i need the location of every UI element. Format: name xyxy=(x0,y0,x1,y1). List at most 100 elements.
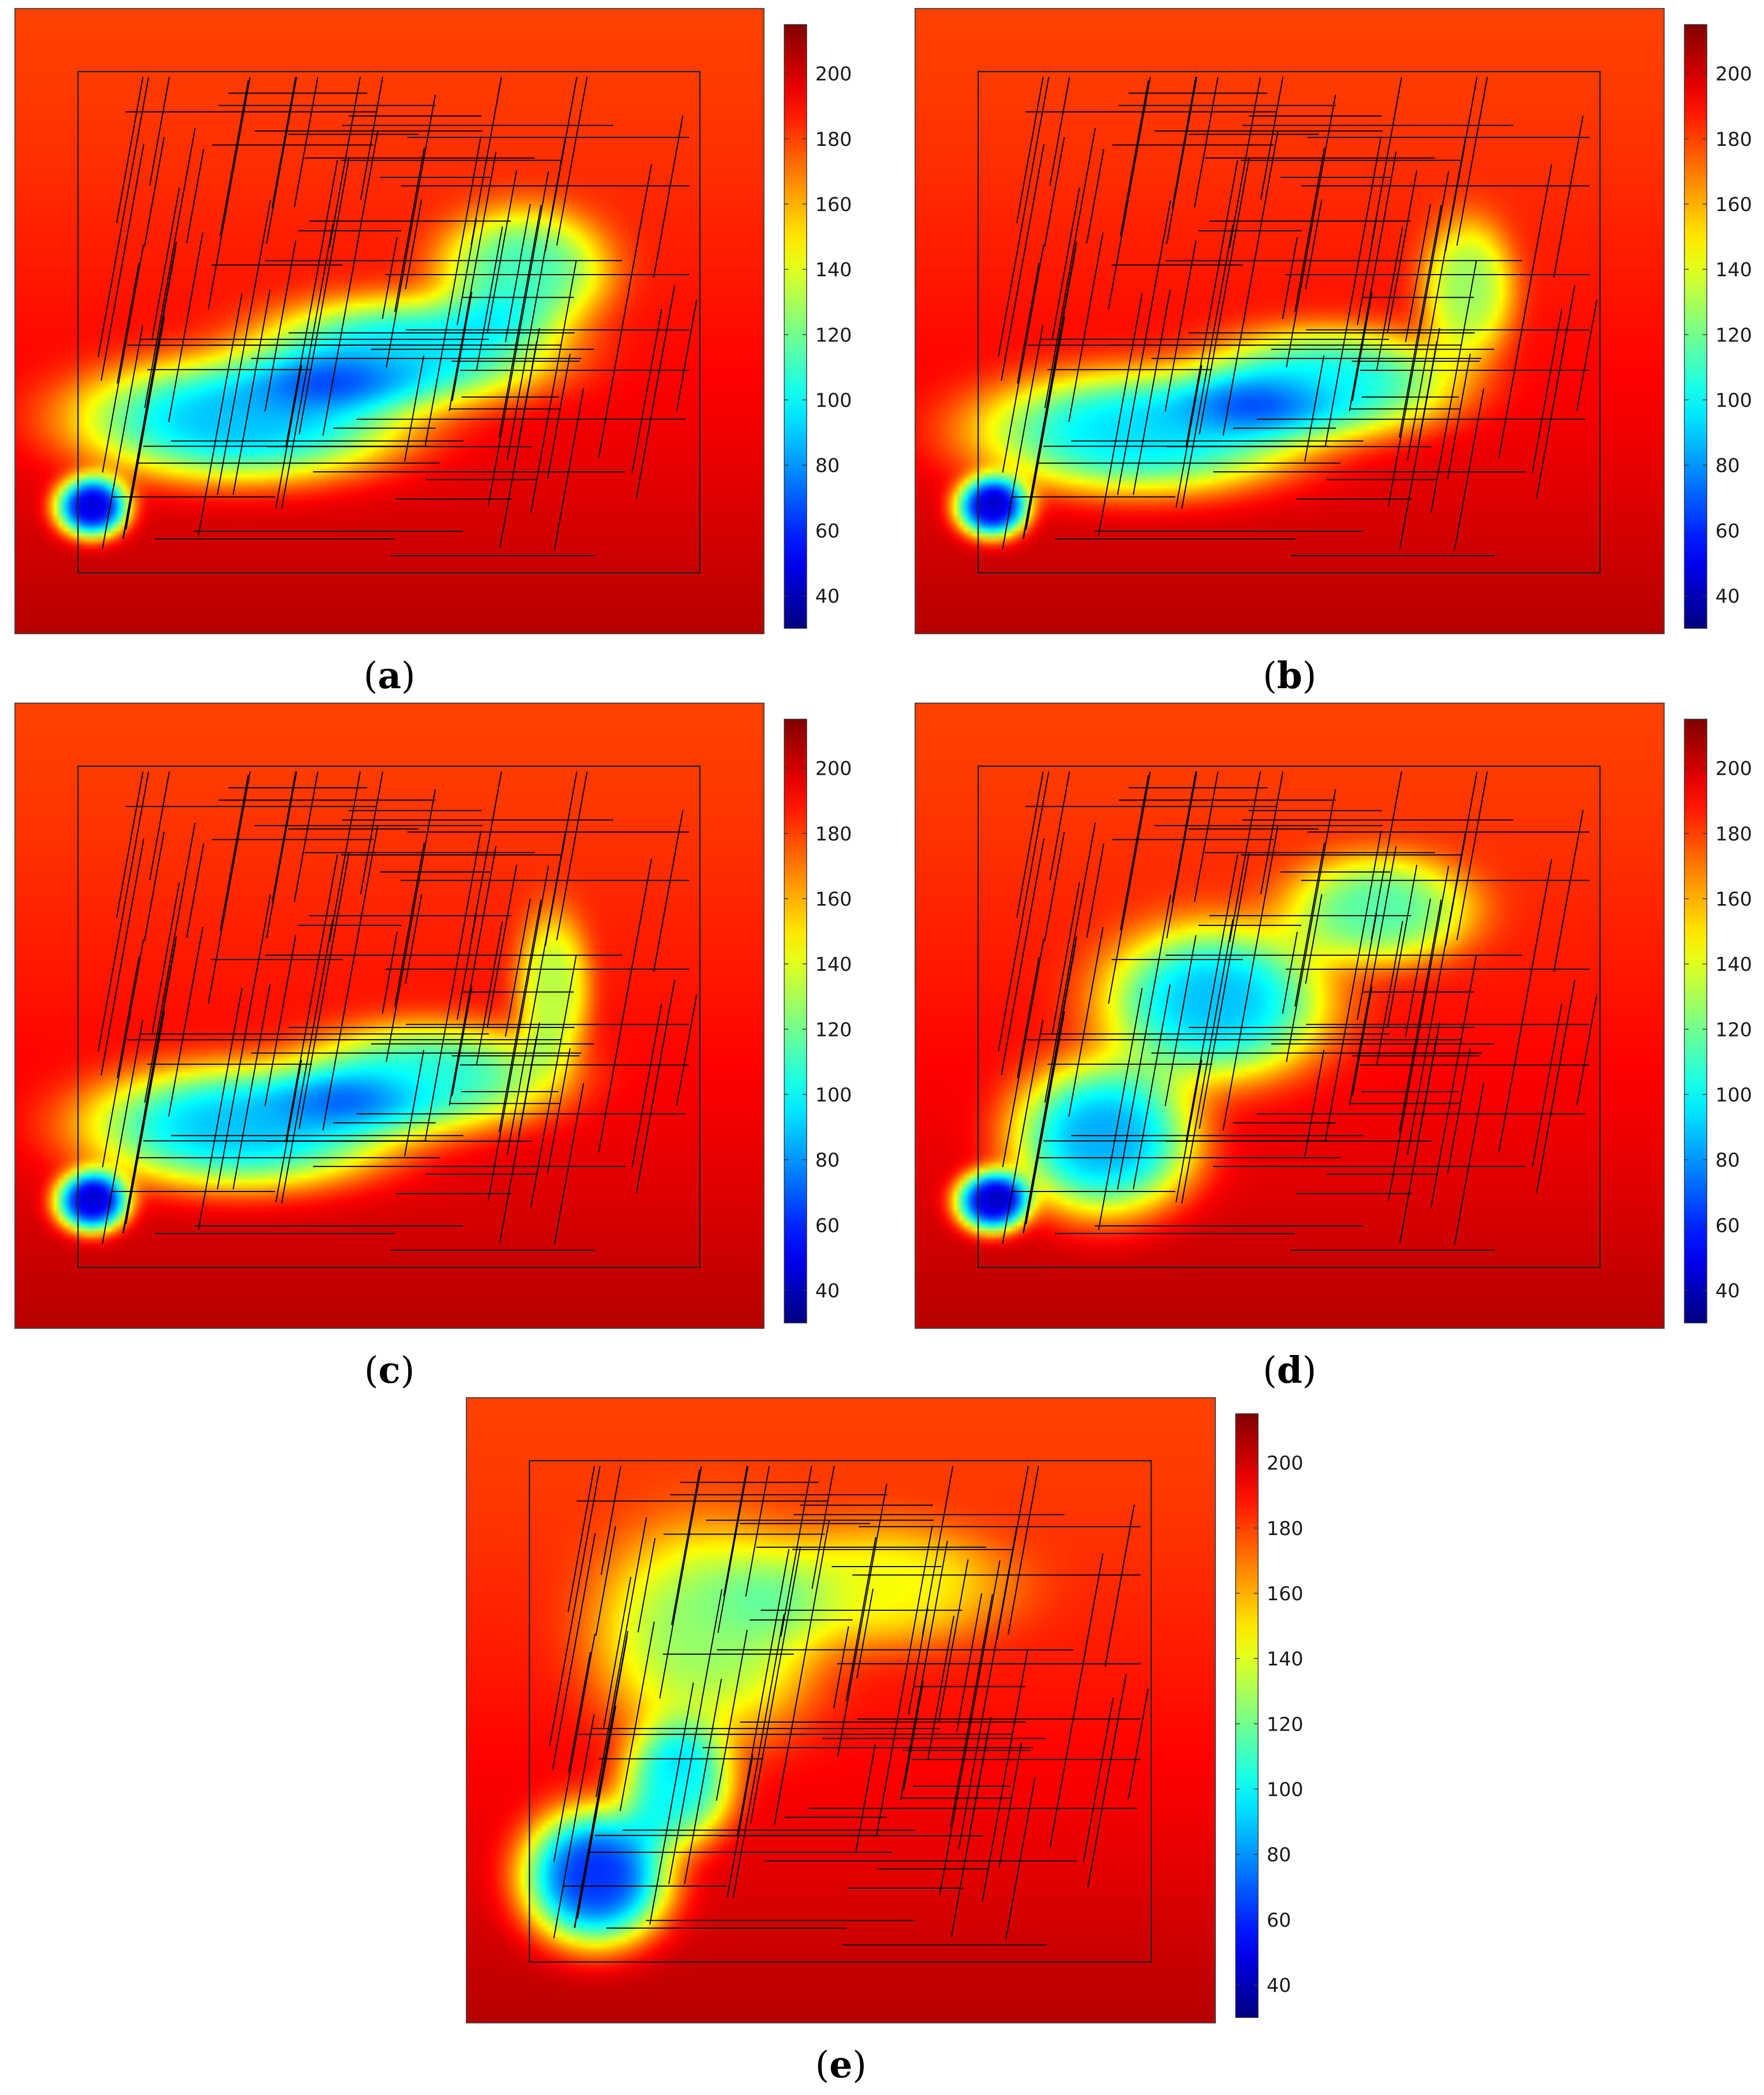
fracture-line xyxy=(997,771,1050,1052)
fracture-line xyxy=(281,224,333,509)
colorbar-tick-label: 40 xyxy=(1267,1975,1291,1997)
colorbar-tick-label: 60 xyxy=(1267,1910,1291,1932)
fracture-line xyxy=(530,955,577,1208)
fracture-line xyxy=(149,76,170,186)
fracture-line xyxy=(116,262,140,384)
fracture-line xyxy=(449,151,497,411)
fracture-line xyxy=(266,771,298,939)
fracture-line xyxy=(950,1594,993,1827)
fracture-line xyxy=(1016,76,1044,223)
fracture-line xyxy=(1447,353,1471,479)
fracture-line xyxy=(505,204,531,342)
fracture-line xyxy=(476,921,503,1065)
fracture-line xyxy=(1294,147,1325,312)
colorbar-tick-label: 200 xyxy=(1715,758,1752,780)
colorbar-tick-label: 40 xyxy=(815,1280,840,1302)
fracture-line xyxy=(547,1048,571,1174)
fracture-line xyxy=(451,986,473,1096)
fracture-line xyxy=(264,240,296,412)
fracture-network xyxy=(97,76,698,556)
fracture-line xyxy=(684,1679,722,1884)
fracture-line xyxy=(1222,130,1279,436)
fracture-line xyxy=(530,260,577,513)
fracture-line xyxy=(676,299,698,411)
fracture-line xyxy=(360,76,384,200)
fracture-line xyxy=(1026,316,1065,530)
fracture-line xyxy=(553,1633,596,1862)
fracture-line xyxy=(208,771,251,1004)
fracture-line xyxy=(637,1538,656,1633)
fracture-line xyxy=(1175,1060,1203,1203)
fracture-line xyxy=(1103,1674,1127,1802)
colorbar-tick-label: 40 xyxy=(815,586,840,608)
fracture-line xyxy=(116,76,144,223)
fracture-line xyxy=(668,1589,723,1884)
fracture-line xyxy=(1181,919,1234,1204)
fracture-line xyxy=(456,913,477,1020)
panel-d: 40 60 80 100 120 140 160 180 200 (d) xyxy=(915,703,1752,1392)
plot-border xyxy=(915,8,1665,634)
fracture-line xyxy=(649,1683,694,1925)
fracture-line xyxy=(1002,939,1044,1167)
colorbar-tick-label: 100 xyxy=(1715,390,1752,411)
fracture-line xyxy=(360,771,384,894)
fracture-line xyxy=(1104,1505,1135,1667)
fracture-line xyxy=(425,136,482,446)
panel-e: 40 60 80 100 120 140 160 180 200 (e) xyxy=(466,1397,1304,2086)
fracture-line xyxy=(1172,771,1197,902)
colorbar-tick-label: 120 xyxy=(1267,1714,1304,1735)
fracture-line xyxy=(598,859,652,1153)
fracture-line xyxy=(603,1577,631,1730)
colorbar-tick-label: 160 xyxy=(1267,1583,1304,1605)
fracture-line xyxy=(1002,244,1044,473)
colorbar-tick-label: 180 xyxy=(815,129,852,151)
fracture-line xyxy=(271,771,296,902)
fracture-line xyxy=(264,935,296,1107)
fracture-line xyxy=(1120,80,1149,236)
temperature-field xyxy=(915,703,1664,1328)
plot-border xyxy=(915,703,1665,1329)
fracture-line xyxy=(1008,1466,1039,1635)
fracture-line xyxy=(1532,1003,1563,1167)
fracture-line xyxy=(1068,232,1104,422)
fracture-line xyxy=(405,894,423,984)
fracture-line xyxy=(220,775,249,931)
fracture-line xyxy=(1387,170,1418,333)
fracture-line xyxy=(144,831,165,941)
fracture-line xyxy=(1005,1777,1036,1940)
fracture-line xyxy=(208,76,251,309)
colorbar xyxy=(1684,24,1707,629)
fracture-line xyxy=(1181,224,1234,509)
fracture-line xyxy=(631,1003,662,1167)
fracture-line xyxy=(329,771,361,942)
domain-boundary xyxy=(977,71,1601,574)
fracture-line xyxy=(168,926,204,1117)
fracture-line xyxy=(299,157,350,434)
fracture-line xyxy=(1017,262,1040,384)
fracture-line xyxy=(577,1705,616,1919)
fracture-line xyxy=(1454,388,1485,550)
colorbar-tick-label: 60 xyxy=(1715,1215,1740,1237)
colorbar-tick-label: 60 xyxy=(815,520,840,542)
fracture-line xyxy=(506,137,566,461)
fracture-line xyxy=(405,199,423,290)
fracture-line xyxy=(1553,810,1584,972)
fracture-line xyxy=(102,1019,144,1244)
fracture-line xyxy=(487,170,518,333)
fracture-line xyxy=(1185,160,1238,448)
fracture-line xyxy=(1370,76,1402,245)
temperature-field xyxy=(15,9,764,634)
fracture-line xyxy=(275,1060,302,1203)
fracture-line xyxy=(476,226,503,371)
fracture-line xyxy=(144,822,196,1103)
fracture-line xyxy=(1407,831,1466,1155)
fracture-line xyxy=(1017,957,1040,1078)
fracture-line xyxy=(198,293,243,536)
fracture-line xyxy=(294,76,318,208)
fracture-line xyxy=(1086,149,1105,244)
colorbar-tick-label: 120 xyxy=(815,324,852,346)
fracture-line xyxy=(1165,240,1197,412)
fracture-line xyxy=(487,866,549,1201)
fracture-line xyxy=(553,1714,595,1938)
